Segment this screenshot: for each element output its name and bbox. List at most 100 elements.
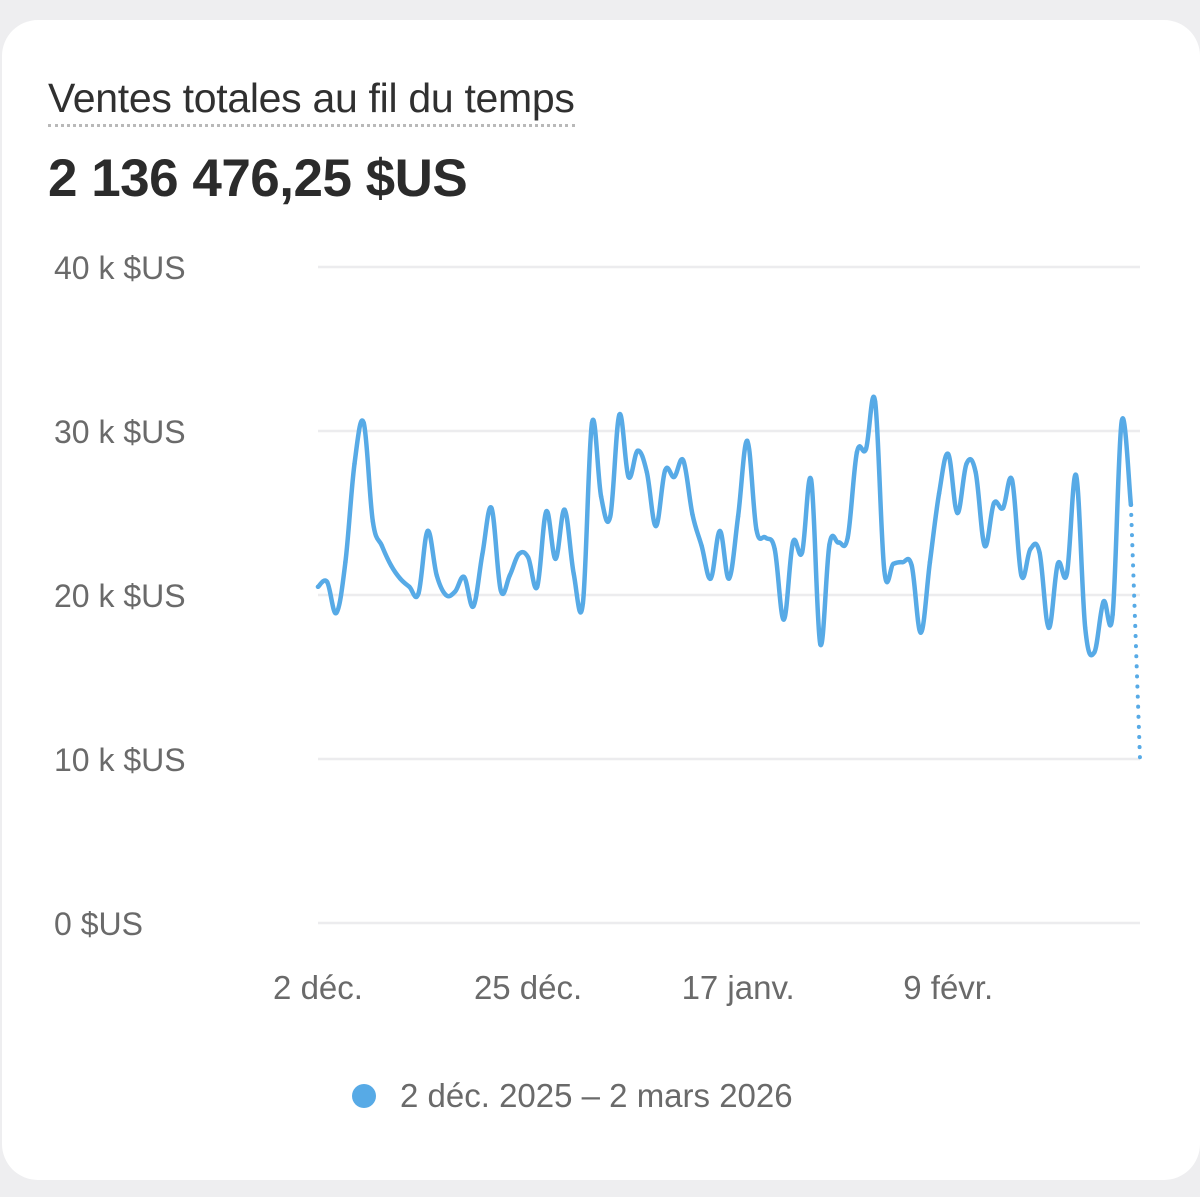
data-point-28 <box>571 571 576 576</box>
data-point-18 <box>480 551 485 557</box>
data-point-9 <box>398 576 403 581</box>
data-point-12 <box>425 528 430 534</box>
data-point-66 <box>918 630 923 635</box>
total-sales-value: 2 136 476,25 $US <box>48 149 468 208</box>
data-point-86 <box>1101 599 1106 604</box>
data-point-62 <box>882 568 887 573</box>
data-point-85 <box>1092 650 1097 655</box>
data-point-27 <box>562 507 567 512</box>
data-point-33 <box>617 412 622 417</box>
data-point-88 <box>1119 419 1124 424</box>
y-tick-label-3: 30 k $US <box>54 414 186 450</box>
data-point-20 <box>498 587 503 593</box>
data-point-79 <box>1037 550 1042 555</box>
data-point-54 <box>809 478 814 483</box>
data-point-51 <box>781 617 786 622</box>
data-point-25 <box>544 509 549 514</box>
x-tick-label-1: 25 déc. <box>474 969 582 1006</box>
data-point-30 <box>589 420 595 425</box>
data-point-42 <box>699 543 704 548</box>
data-point-24 <box>535 584 540 589</box>
data-point-4 <box>352 461 357 466</box>
series-line-projection <box>1128 502 1142 761</box>
data-point-82 <box>1064 571 1070 576</box>
data-point-10 <box>407 584 412 589</box>
x-tick-label-2: 17 janv. <box>682 969 795 1006</box>
data-point-57 <box>836 540 841 545</box>
data-point-56 <box>827 542 832 547</box>
data-point-63 <box>891 561 896 566</box>
chart-title[interactable]: Ventes totales au fil du temps <box>48 74 575 127</box>
data-point-37 <box>653 523 659 529</box>
data-point-36 <box>644 469 649 475</box>
data-point-81 <box>1055 561 1061 566</box>
x-tick-label-0: 2 déc. <box>273 969 363 1006</box>
data-point-41 <box>690 512 695 517</box>
data-point-59 <box>854 450 860 455</box>
series-line-0 <box>315 394 1134 658</box>
data-point-80 <box>1046 625 1051 630</box>
y-tick-label-0: 0 $US <box>54 906 143 942</box>
x-tick-label-3: 9 févr. <box>903 969 993 1006</box>
data-point-78 <box>1028 546 1033 552</box>
data-point-71 <box>964 461 969 466</box>
data-point-34 <box>626 474 631 480</box>
data-point-67 <box>927 560 933 565</box>
data-point-65 <box>909 563 914 568</box>
data-point-70 <box>955 510 960 516</box>
data-point-35 <box>635 448 640 453</box>
data-point-52 <box>790 540 796 545</box>
legend-marker <box>352 1084 376 1108</box>
data-point-0 <box>315 584 321 589</box>
data-point-73 <box>982 543 987 548</box>
data-point-26 <box>553 556 558 562</box>
y-tick-label-2: 20 k $US <box>54 578 186 614</box>
data-point-38 <box>662 468 668 473</box>
y-tick-label-1: 10 k $US <box>54 742 186 778</box>
data-point-39 <box>672 474 677 480</box>
data-point-53 <box>799 550 805 555</box>
data-point-46 <box>735 514 741 519</box>
data-point-7 <box>379 543 385 548</box>
data-point-47 <box>745 438 750 443</box>
data-point-43 <box>708 576 713 581</box>
data-point-58 <box>845 535 850 540</box>
data-point-13 <box>434 573 439 578</box>
data-point-75 <box>1000 505 1006 511</box>
data-point-3 <box>343 560 348 565</box>
data-point-74 <box>991 501 997 506</box>
data-point-11 <box>416 591 421 596</box>
data-point-45 <box>726 576 732 581</box>
data-point-60 <box>863 446 869 452</box>
data-point-48 <box>754 527 759 532</box>
data-point-61 <box>872 399 878 404</box>
data-point-29 <box>580 601 586 606</box>
data-point-69 <box>946 451 951 457</box>
data-point-1 <box>324 579 330 585</box>
data-point-49 <box>763 535 768 540</box>
data-point-32 <box>608 514 613 519</box>
data-point-76 <box>1009 478 1015 483</box>
data-point-22 <box>516 551 522 557</box>
data-point-21 <box>507 573 512 578</box>
data-point-8 <box>388 563 394 568</box>
sales-card <box>2 20 1200 1180</box>
data-point-68 <box>936 491 942 496</box>
data-point-77 <box>1019 573 1024 578</box>
data-point-72 <box>973 469 978 475</box>
data-point-84 <box>1083 625 1088 630</box>
data-point-16 <box>461 574 467 580</box>
data-point-23 <box>525 555 531 560</box>
data-point-40 <box>681 458 686 463</box>
data-point-17 <box>471 604 476 609</box>
data-point-87 <box>1110 612 1115 617</box>
data-point-5 <box>361 420 366 425</box>
data-point-50 <box>772 546 777 552</box>
data-point-64 <box>900 560 905 565</box>
chart-legend[interactable]: 2 déc. 2025 – 2 mars 2026 <box>352 1074 793 1118</box>
data-point-31 <box>598 494 604 499</box>
data-point-44 <box>717 528 723 534</box>
y-tick-label-4: 40 k $US <box>54 250 186 286</box>
data-point-19 <box>489 505 494 511</box>
